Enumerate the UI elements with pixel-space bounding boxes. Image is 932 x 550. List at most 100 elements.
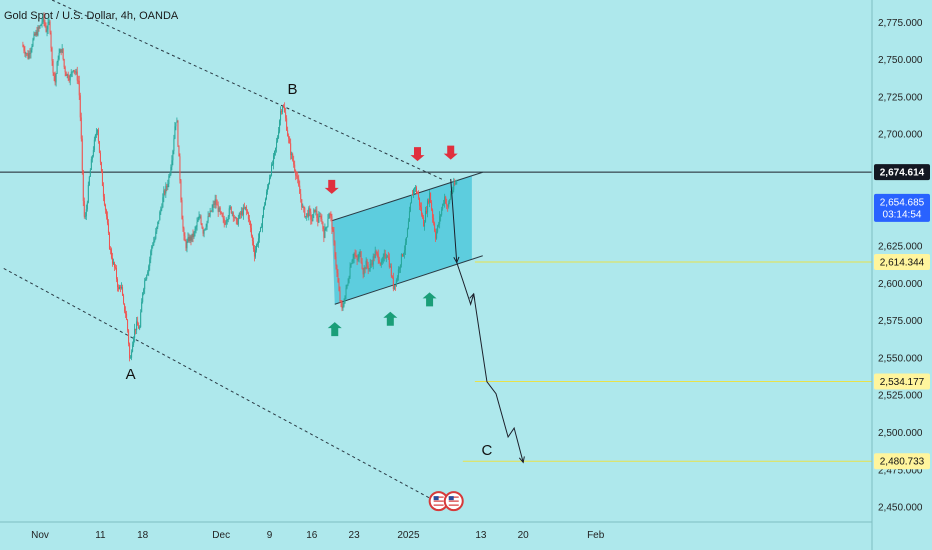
- candle-body: [446, 203, 448, 206]
- candle-body: [284, 107, 286, 113]
- candle-body: [349, 267, 351, 278]
- candle-body: [234, 217, 236, 219]
- y-tick-label: 2,475.000: [878, 465, 923, 476]
- candle-body: [215, 199, 217, 205]
- candle-body: [337, 272, 339, 283]
- candle-body: [442, 203, 444, 209]
- candle-body: [292, 153, 294, 161]
- candle-body: [102, 186, 104, 197]
- candle-body: [381, 260, 383, 262]
- candle-body: [319, 215, 321, 217]
- candle-body: [235, 217, 237, 221]
- candle-body: [143, 289, 145, 293]
- y-tick-label: 2,775.000: [878, 18, 923, 29]
- candle-body: [403, 250, 405, 254]
- candle-body: [294, 164, 296, 171]
- candle-body: [390, 266, 392, 277]
- x-tick-label: 18: [137, 530, 149, 541]
- candle-body: [313, 209, 315, 215]
- candle-body: [193, 232, 195, 238]
- candle-body: [126, 313, 128, 320]
- candle-body: [59, 49, 61, 53]
- candle-body: [97, 129, 99, 142]
- buy-arrow-icon: [327, 322, 342, 337]
- plot-area[interactable]: A B C: [0, 0, 872, 512]
- price-label: 2,614.344: [874, 253, 930, 270]
- candle-body: [314, 209, 316, 212]
- candle-body: [263, 205, 265, 207]
- candle-body: [377, 253, 379, 261]
- candle-body: [73, 70, 75, 72]
- candle-body: [180, 180, 182, 201]
- candle-body: [439, 216, 441, 225]
- candle-body: [185, 241, 187, 249]
- buy-arrow-icon: [383, 311, 398, 326]
- candle-body: [352, 258, 354, 261]
- candle-body: [450, 193, 452, 200]
- candle-body: [161, 207, 163, 209]
- candle-body: [220, 211, 222, 214]
- projection-arrowhead: [453, 256, 460, 264]
- candle-body: [211, 207, 213, 212]
- candle-body: [404, 242, 406, 251]
- candle-body: [409, 203, 411, 212]
- candle-body: [308, 208, 310, 217]
- candle-body: [298, 178, 300, 186]
- candle-body: [31, 46, 33, 50]
- candle-body: [29, 52, 31, 54]
- candle-body: [22, 44, 24, 47]
- wave-label-b: B: [287, 81, 297, 98]
- candle-body: [426, 211, 428, 213]
- channel-upper-line: [51, 0, 445, 181]
- candle-body: [45, 26, 47, 32]
- candle-body: [140, 312, 142, 328]
- candle-body: [331, 216, 333, 230]
- candle-body: [384, 253, 386, 258]
- candle-body: [275, 147, 277, 152]
- flag-box: [331, 175, 472, 305]
- y-tick-label: 2,525.000: [878, 391, 923, 402]
- candle-body: [327, 218, 329, 227]
- candle-body: [89, 169, 91, 177]
- wave-label-c: C: [482, 442, 493, 459]
- candle-body: [115, 267, 116, 269]
- us-flag-event-icon[interactable]: [443, 491, 464, 512]
- candle-body: [200, 216, 202, 224]
- candle-body: [46, 29, 48, 32]
- candle-body: [424, 222, 426, 227]
- candle-body: [389, 266, 391, 268]
- candle-body: [166, 185, 168, 188]
- candle-body: [170, 167, 172, 175]
- candle-body: [212, 204, 214, 208]
- candle-body: [374, 251, 376, 258]
- candle-body: [388, 257, 390, 268]
- candle-body: [268, 183, 270, 188]
- us-flag-event-icon[interactable]: [428, 491, 449, 512]
- candle-body: [224, 223, 226, 225]
- candle-body: [407, 221, 409, 229]
- candle-body: [267, 187, 269, 192]
- candle-body: [150, 251, 152, 260]
- candle-body: [338, 282, 340, 291]
- candle-body: [92, 150, 94, 156]
- candle-body: [354, 253, 356, 256]
- candle-body: [84, 216, 86, 218]
- candle-body: [201, 223, 203, 229]
- x-tick-label: 11: [95, 530, 106, 541]
- candle-body: [101, 171, 103, 187]
- candle-body: [202, 228, 204, 234]
- candle-body: [269, 177, 271, 184]
- candle-body: [228, 208, 230, 217]
- candle-body: [100, 162, 102, 172]
- candle-body: [248, 218, 250, 222]
- candle-body: [318, 216, 320, 223]
- candle-body: [408, 211, 410, 222]
- candle-body: [342, 306, 344, 309]
- candle-body: [87, 185, 89, 203]
- candle-body: [253, 249, 255, 257]
- candles: [22, 12, 458, 362]
- candle-body: [90, 159, 92, 170]
- candle-body: [50, 32, 52, 48]
